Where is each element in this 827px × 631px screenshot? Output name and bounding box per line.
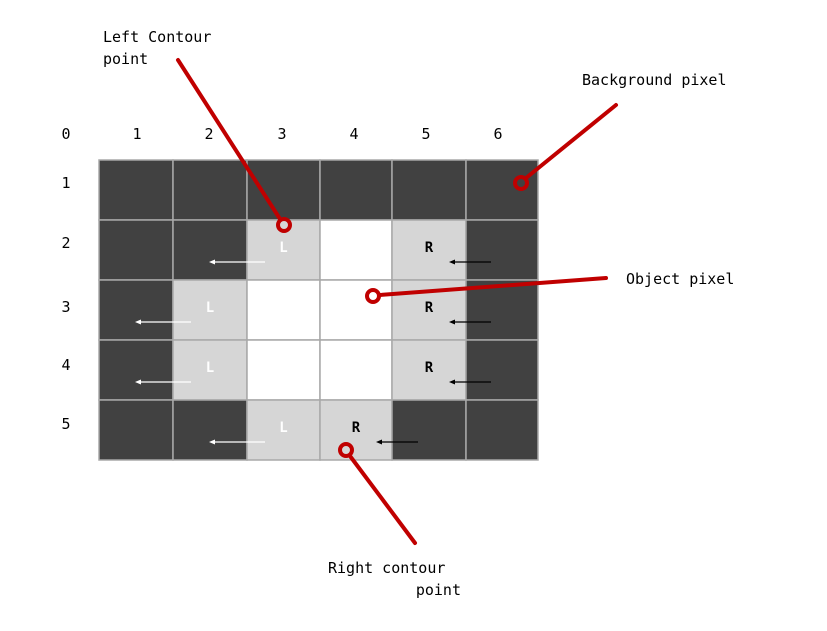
row-label-5: 5 xyxy=(61,415,70,433)
column-label-4: 4 xyxy=(349,125,358,143)
right-contour-marker-3-arrow-head xyxy=(449,379,455,385)
column-label-2: 2 xyxy=(204,125,213,143)
right-contour-marker-4-arrow-head xyxy=(376,439,382,445)
pixel-cell-r2-c5 xyxy=(391,219,467,281)
contour-markers: L L L L R R R R xyxy=(135,240,491,445)
pixel-cell-r4-c4 xyxy=(319,339,393,401)
left-contour-marker-3-arrow-head xyxy=(135,379,141,385)
column-label-0: 0 xyxy=(61,125,70,143)
left-contour-marker-2-arrow-head xyxy=(135,319,141,325)
pixel-cell-r2-c2 xyxy=(172,219,248,281)
background-pixel-label: Background pixel xyxy=(582,71,727,89)
pixel-cell-r2-c6 xyxy=(465,219,539,281)
right-contour-marker-2-letter: R xyxy=(425,300,434,316)
left-contour-marker-2-letter: L xyxy=(206,300,214,316)
row-label-3: 3 xyxy=(61,298,70,316)
left-contour-pointer-dot xyxy=(276,217,292,233)
left-contour-pointer-line xyxy=(176,58,282,221)
pixel-cell-r1-c1 xyxy=(98,159,174,221)
left-contour-marker-4-arrow-head xyxy=(209,439,215,445)
pixel-cell-r5-c3 xyxy=(246,399,321,461)
right-contour-label-line1: Right contour xyxy=(328,559,445,577)
left-contour-marker-1-arrow-head xyxy=(209,259,215,265)
pixel-cell-r5-c2 xyxy=(172,399,248,461)
pixel-cell-r4-c1 xyxy=(98,339,174,401)
pixel-cell-r1-c5 xyxy=(391,159,467,221)
column-label-6: 6 xyxy=(493,125,502,143)
pixel-grid xyxy=(98,159,539,461)
object-pointer-line xyxy=(378,276,608,297)
row-label-4: 4 xyxy=(61,356,70,374)
right-contour-marker-1-arrow-head xyxy=(449,259,455,265)
right-contour-marker-4-letter: R xyxy=(352,420,361,436)
column-label-1: 1 xyxy=(132,125,141,143)
left-contour-marker-3-letter: L xyxy=(206,360,214,376)
callouts xyxy=(176,58,618,545)
right-contour-marker-1-letter: R xyxy=(425,240,434,256)
pixel-cell-r2-c1 xyxy=(98,219,174,281)
grid-index-labels: 0 1 2 3 4 5 6 1 2 3 4 5 xyxy=(61,125,502,433)
pixel-cell-r3-c4 xyxy=(319,279,393,341)
left-contour-label-line2: point xyxy=(103,50,148,68)
pixel-cell-r1-c3 xyxy=(246,159,321,221)
row-label-2: 2 xyxy=(61,234,70,252)
pixel-cell-r4-c3 xyxy=(246,339,321,401)
pixel-cell-r1-c4 xyxy=(319,159,393,221)
pixel-cell-r1-c6 xyxy=(465,159,539,221)
pixel-cell-r1-c2 xyxy=(172,159,248,221)
pixel-cell-r5-c5 xyxy=(391,399,467,461)
right-contour-pointer-dot xyxy=(338,442,354,458)
left-contour-marker-4-letter: L xyxy=(279,420,287,436)
background-pointer-dot xyxy=(513,175,529,191)
pixel-cell-r5-c6 xyxy=(465,399,539,461)
pixel-cell-r3-c3 xyxy=(246,279,321,341)
pixel-cell-r5-c1 xyxy=(98,399,174,461)
object-pointer-dot xyxy=(365,288,381,304)
object-pixel-label: Object pixel xyxy=(626,270,734,288)
background-pointer-line xyxy=(524,103,618,180)
pixel-cell-r4-c2 xyxy=(172,339,248,401)
column-label-5: 5 xyxy=(421,125,430,143)
pixel-cell-r2-c4 xyxy=(319,219,393,281)
callout-labels: Left Contour point Background pixel Obje… xyxy=(103,28,734,599)
left-contour-marker-1-letter: L xyxy=(279,240,287,256)
right-contour-marker-2-arrow-head xyxy=(449,319,455,325)
pixel-cell-r3-c1 xyxy=(98,279,174,341)
pixel-cell-r4-c6 xyxy=(465,339,539,401)
column-label-3: 3 xyxy=(277,125,286,143)
right-contour-label-line2: point xyxy=(416,581,461,599)
pixel-cell-r5-c4 xyxy=(319,399,393,461)
right-contour-pointer-line xyxy=(348,454,417,545)
left-contour-label-line1: Left Contour xyxy=(103,28,211,46)
right-contour-marker-3-letter: R xyxy=(425,360,434,376)
row-label-1: 1 xyxy=(61,174,70,192)
